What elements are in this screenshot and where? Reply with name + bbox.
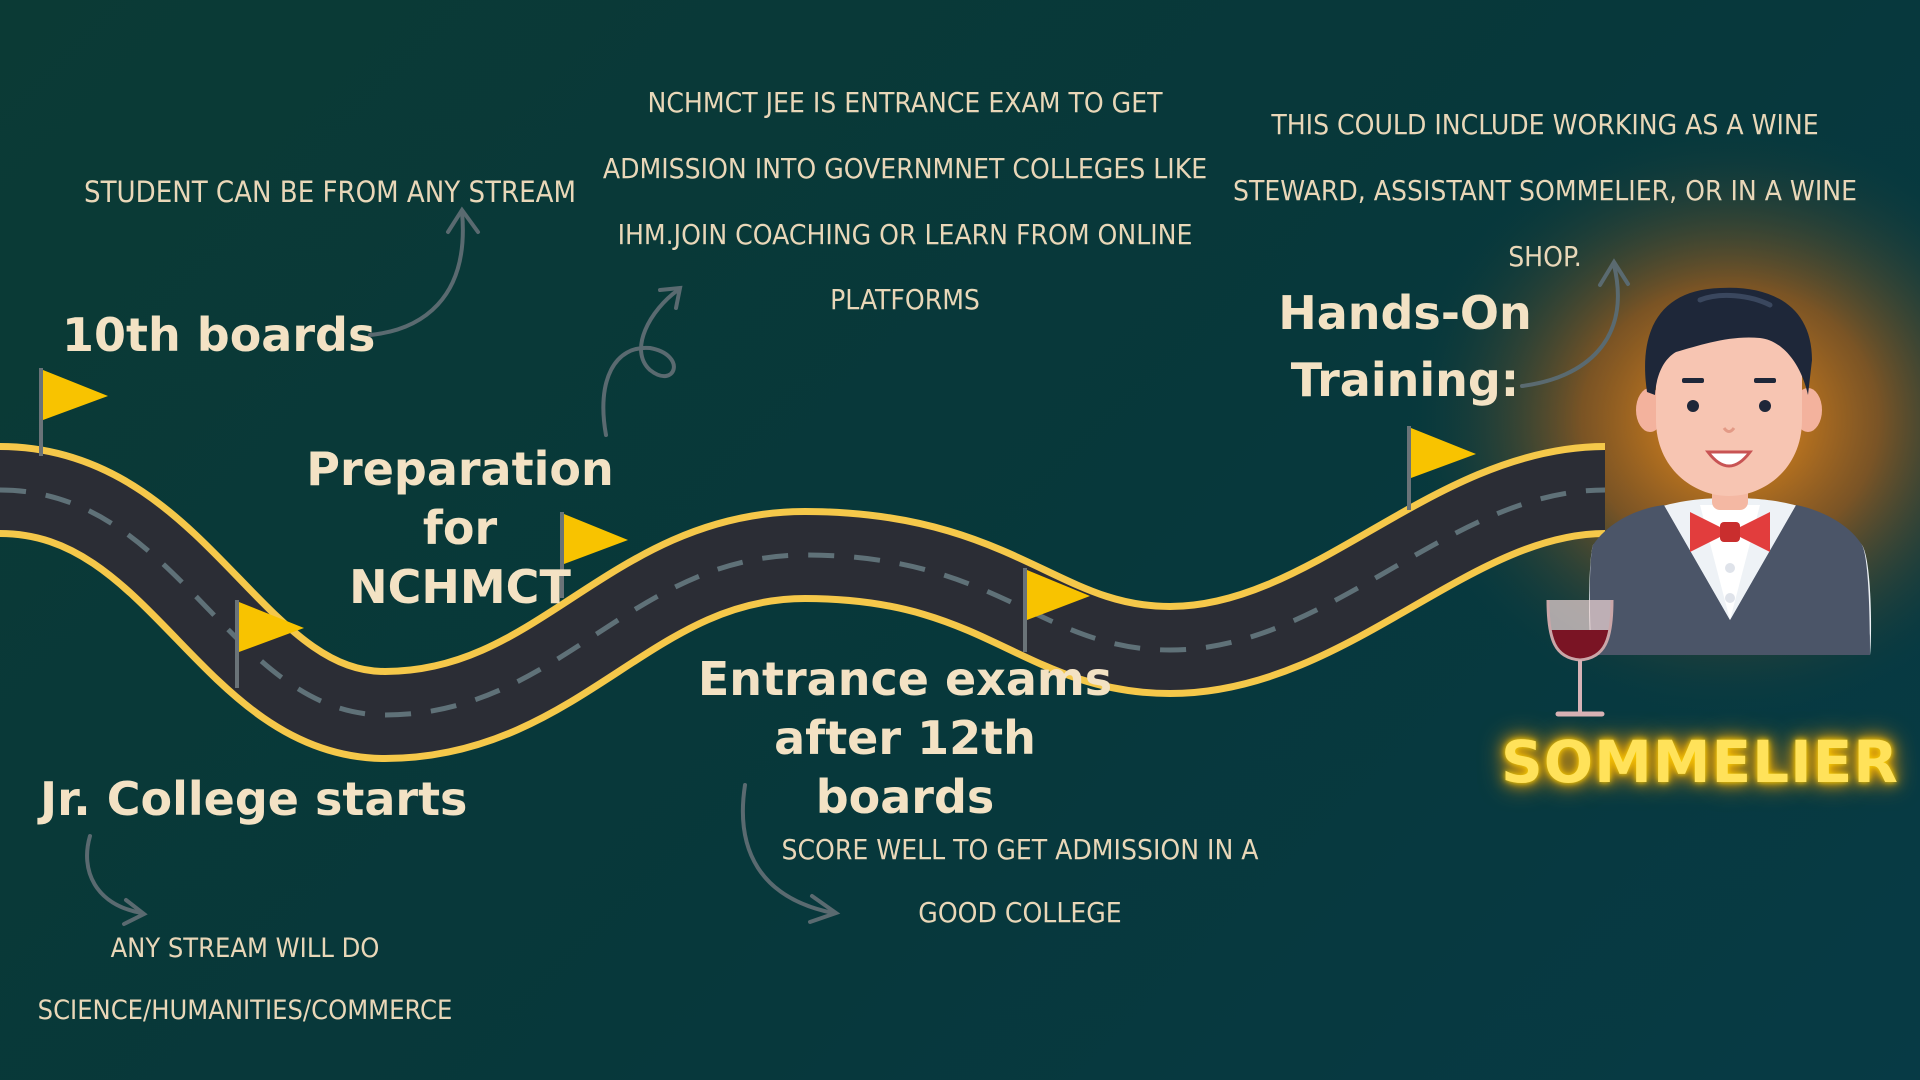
note-training-options: This could include working as a wine ste…	[1220, 92, 1870, 289]
note-training-options-line2: steward, assistant sommelier, or in a wi…	[1232, 173, 1858, 207]
milestone-nchmct-prep: Preparation for NCHMCT	[280, 440, 640, 617]
note-stream-options: Any stream will do science/humanities/co…	[20, 918, 470, 1042]
flag-icon	[235, 600, 304, 688]
note-nchmct-jee-line4: platforms	[830, 283, 980, 317]
milestone-entrance-exams-line1: Entrance exams	[697, 652, 1113, 706]
arrow-icon	[601, 285, 683, 437]
note-score-well: Score well to get admission in a good co…	[770, 818, 1270, 944]
arrow-icon	[368, 206, 480, 337]
milestone-hands-on-line2: Training:	[1290, 352, 1520, 407]
note-nchmct-jee: NCHMCT JEE is entrance exam to get admis…	[585, 70, 1225, 333]
milestone-nchmct-prep-line2: NCHMCT	[349, 559, 571, 614]
note-stream-options-line2: science/humanities/commerce	[37, 995, 453, 1027]
road	[0, 443, 1607, 763]
note-training-options-line1: This could include working as a wine	[1271, 108, 1819, 141]
milestone-hands-on-training: Hands-On Training:	[1230, 280, 1580, 413]
milestone-nchmct-prep-line1: Preparation for	[306, 442, 614, 555]
note-score-well-line1: Score well to get admission in a	[781, 833, 1259, 866]
note-training-options-line3: shop.	[1508, 239, 1582, 273]
note-nchmct-jee-line3: IHM.join coaching or learn from online	[617, 217, 1193, 251]
milestone-jr-college: Jr. College starts	[40, 772, 468, 826]
flag-icon	[1407, 426, 1476, 510]
flag-icon	[560, 512, 628, 598]
flag-icon	[39, 368, 108, 456]
arrow-icon	[85, 834, 148, 926]
sommelier-icon	[1589, 287, 1872, 655]
milestone-entrance-exams-line2: after 12th boards	[774, 710, 1036, 824]
wine-glass-icon	[1546, 599, 1614, 717]
note-nchmct-jee-line2: admission into governmnet colleges like	[602, 151, 1208, 185]
note-nchmct-jee-line1: NCHMCT JEE is entrance exam to get	[647, 86, 1163, 119]
note-stream-options-line1: Any stream will do	[110, 933, 380, 964]
milestone-10th-boards: 10th boards	[62, 308, 376, 362]
arrow-icon	[1520, 258, 1630, 388]
note-score-well-line2: good college	[918, 896, 1122, 929]
arrow-icon	[740, 783, 841, 924]
flag-icon	[1023, 568, 1090, 652]
career-title: SOMMELIER	[1501, 728, 1899, 796]
milestone-entrance-exams: Entrance exams after 12th boards	[680, 650, 1130, 827]
milestone-hands-on-line1: Hands-On	[1278, 286, 1532, 340]
note-any-stream: Student can be from any stream	[84, 175, 576, 209]
